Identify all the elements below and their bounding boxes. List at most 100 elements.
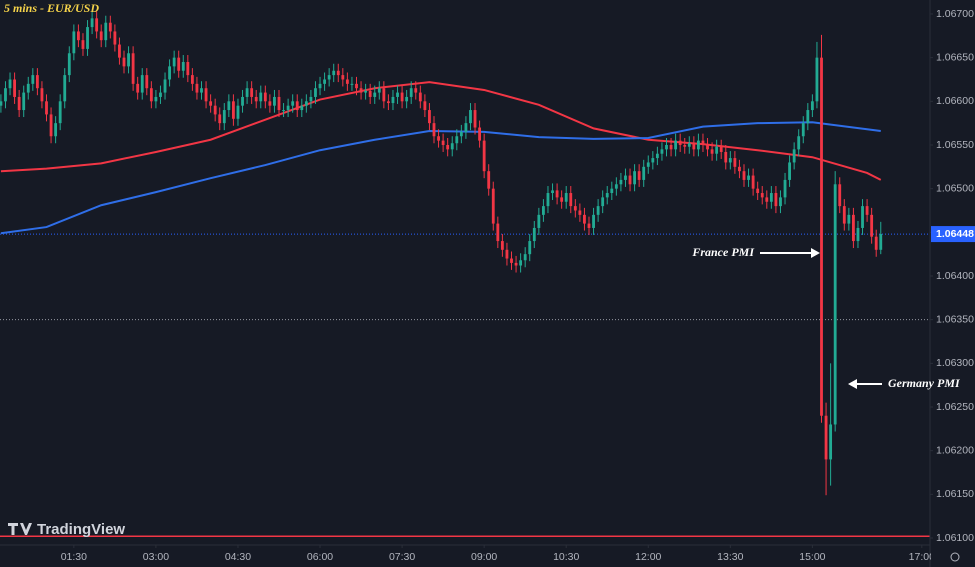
y-tick-label: 1.06500 bbox=[936, 182, 974, 194]
candle-body bbox=[523, 254, 527, 261]
candle-body bbox=[140, 75, 144, 93]
candle-body bbox=[259, 92, 263, 102]
x-tick-label: 13:30 bbox=[717, 551, 743, 563]
candle-body bbox=[159, 92, 162, 97]
moving-average bbox=[0, 81, 882, 181]
candle-body bbox=[487, 171, 491, 189]
candle-body bbox=[646, 162, 650, 167]
candle-body bbox=[304, 101, 308, 106]
candle-body bbox=[532, 227, 536, 242]
candle-body bbox=[49, 114, 53, 137]
y-tick-label: 1.06700 bbox=[936, 8, 974, 20]
candle-body bbox=[514, 262, 518, 266]
candle-body bbox=[751, 175, 755, 189]
candle-body bbox=[414, 88, 418, 93]
candle-body bbox=[519, 260, 523, 266]
candle-body bbox=[760, 193, 764, 198]
candle-body bbox=[678, 140, 682, 145]
candle-body bbox=[810, 101, 814, 111]
candle-body bbox=[382, 88, 386, 102]
candle-body bbox=[478, 127, 482, 141]
candle-body bbox=[879, 234, 883, 250]
candle-body bbox=[820, 57, 823, 416]
candle-body bbox=[701, 140, 705, 145]
candle-body bbox=[482, 140, 486, 172]
candle-body bbox=[696, 140, 700, 150]
candle-body bbox=[674, 140, 678, 150]
candle-body bbox=[842, 206, 846, 224]
candle-body bbox=[213, 105, 217, 115]
x-tick-label: 06:00 bbox=[307, 551, 333, 563]
x-tick-label: 03:00 bbox=[143, 551, 169, 563]
annotation-text: France PMI bbox=[691, 245, 755, 259]
candle-body bbox=[31, 75, 35, 84]
y-tick-label: 1.06300 bbox=[936, 357, 974, 369]
candle-body bbox=[345, 79, 349, 84]
candle-body bbox=[783, 179, 787, 198]
candle-body bbox=[610, 188, 614, 194]
candle-body bbox=[172, 57, 176, 67]
logo: TradingView bbox=[8, 521, 125, 538]
candle-body bbox=[464, 123, 468, 132]
candle-body bbox=[359, 88, 363, 93]
candle-body bbox=[291, 101, 295, 106]
candle-body bbox=[500, 241, 504, 250]
candle-body bbox=[528, 241, 532, 255]
candle-body bbox=[236, 105, 240, 119]
candle-body bbox=[168, 66, 172, 80]
candle-body bbox=[364, 90, 368, 93]
annotation-text: Germany PMI bbox=[888, 376, 961, 390]
candle-body bbox=[113, 31, 117, 45]
candle-body bbox=[628, 175, 632, 185]
candle-body bbox=[792, 149, 796, 163]
candle-body bbox=[13, 79, 17, 97]
candle-body bbox=[90, 18, 94, 28]
candle-body bbox=[81, 40, 85, 49]
candle-body bbox=[747, 175, 750, 180]
candle-body bbox=[856, 227, 860, 242]
price-axis-panel bbox=[930, 0, 975, 567]
candle-body bbox=[861, 206, 864, 228]
candle-body bbox=[765, 197, 769, 202]
candle-body bbox=[336, 70, 340, 76]
candle-body bbox=[273, 96, 276, 106]
candle-body bbox=[163, 79, 167, 93]
candle-body bbox=[35, 75, 39, 89]
candle-body bbox=[437, 136, 440, 141]
chart-title: 5 mins - EUR/USD bbox=[4, 1, 99, 15]
candle-body bbox=[54, 123, 58, 137]
candle-body bbox=[204, 88, 208, 102]
y-tick-label: 1.06600 bbox=[936, 95, 974, 107]
arrow-head bbox=[848, 379, 857, 389]
candle-body bbox=[459, 131, 463, 137]
candle-body bbox=[824, 415, 828, 460]
candle-body bbox=[715, 146, 719, 154]
candle-body bbox=[587, 223, 591, 228]
annotation: France PMI bbox=[691, 245, 820, 259]
candle-body bbox=[332, 70, 336, 76]
candle-body bbox=[719, 146, 723, 152]
x-tick-label: 12:00 bbox=[635, 551, 661, 563]
settings-icon[interactable] bbox=[950, 552, 960, 562]
candle-body bbox=[537, 214, 541, 228]
candle-body bbox=[245, 88, 249, 97]
candle-body bbox=[605, 193, 609, 198]
candle-body bbox=[564, 193, 568, 202]
candle-body bbox=[154, 96, 158, 102]
candle-body bbox=[145, 75, 149, 89]
candle-body bbox=[295, 101, 299, 111]
candle-body bbox=[592, 214, 595, 228]
candle-body bbox=[665, 144, 668, 150]
candle-body bbox=[0, 101, 3, 106]
candle-body bbox=[455, 136, 459, 144]
candle-body bbox=[268, 101, 272, 106]
candle-body bbox=[496, 223, 500, 242]
candle-body bbox=[177, 57, 181, 71]
y-tick-label: 1.06650 bbox=[936, 51, 974, 63]
candle-body bbox=[222, 110, 226, 124]
candle-body bbox=[200, 88, 203, 93]
candle-body bbox=[428, 110, 431, 124]
candle-body bbox=[865, 206, 869, 215]
candle-body bbox=[870, 214, 874, 237]
